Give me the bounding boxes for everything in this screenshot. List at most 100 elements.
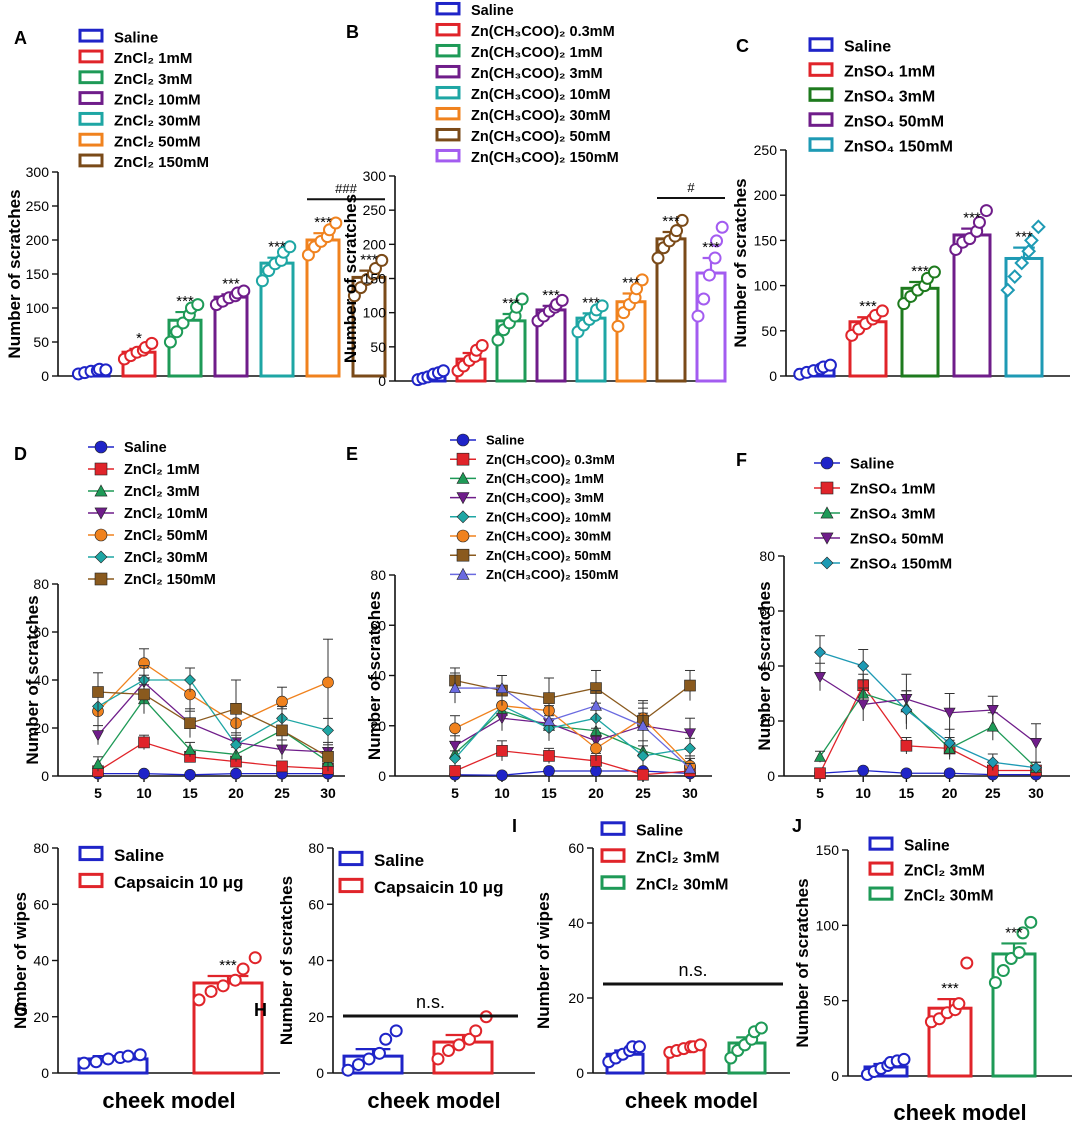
- legend-item-zn-ch-coo-50mm: Zn(CH₃COO)₂ 50mM: [435, 127, 611, 145]
- legend-label: Zn(CH₃COO)₂ 50mM: [471, 129, 611, 145]
- panel-label: J: [792, 816, 802, 836]
- x-tick-label: 20: [228, 785, 244, 801]
- legend-label: ZnSO₄ 50mM: [844, 114, 944, 131]
- x-tick-label: 30: [1028, 785, 1044, 801]
- series-line: [98, 772, 328, 776]
- legend-label: Zn(CH₃COO)₂ 1mM: [471, 45, 603, 61]
- data-point: [448, 740, 462, 752]
- data-point: [283, 240, 297, 254]
- y-tick-label: 0: [41, 768, 49, 784]
- data-point: [943, 767, 956, 780]
- data-point: [91, 757, 105, 769]
- x-tick-label: 15: [182, 785, 198, 801]
- y-tick-label: 0: [316, 1065, 324, 1081]
- legend: Saline Capsaicin 10 μg: [78, 845, 243, 892]
- data-point: [637, 749, 649, 762]
- y-tick-label: 200: [754, 187, 778, 203]
- data-point: [495, 681, 509, 694]
- data-point: [637, 768, 649, 781]
- legend-label: Saline: [486, 433, 524, 448]
- legend-item-zn-ch-coo-3mm: Zn(CH₃COO)₂ 3mM: [435, 64, 603, 82]
- data-point: [813, 672, 827, 684]
- data-point: [170, 325, 184, 339]
- significance-label: ***: [176, 293, 194, 310]
- legend-label: Capsaicin 10 μg: [374, 878, 503, 897]
- bars: [341, 1010, 494, 1077]
- y-tick-label: 100: [26, 300, 50, 316]
- data-point: [138, 736, 150, 749]
- data-point: [230, 767, 242, 780]
- y-tick-label: 200: [26, 232, 50, 248]
- legend-item-zncl-30mm: ZnCl₂ 30mM: [600, 875, 728, 894]
- data-point: [542, 714, 556, 726]
- y-tick-label: 50: [370, 339, 386, 355]
- data-point: [322, 750, 334, 763]
- legend-item-znso-1mm: ZnSO₄ 1mM: [814, 480, 936, 497]
- legend-label: Saline: [904, 837, 950, 854]
- data-point: [276, 760, 288, 773]
- legend-item-zn-ch-coo-1mm: Zn(CH₃COO)₂ 1mM: [435, 43, 603, 61]
- data-point: [857, 764, 870, 777]
- legend-item-zn-ch-coo-30mm: Zn(CH₃COO)₂ 30mM: [435, 106, 611, 124]
- data-point: [986, 705, 999, 717]
- y-tick-label: 20: [33, 1009, 49, 1025]
- legend-label: Saline: [124, 440, 167, 456]
- y-tick-label: 250: [363, 202, 387, 218]
- y-tick-label: 60: [370, 617, 386, 633]
- data-point: [1016, 926, 1030, 940]
- legend-item-saline: Saline: [814, 455, 894, 472]
- y-tick-label: 100: [816, 917, 840, 933]
- data-point: [89, 1055, 103, 1069]
- y-tick-label: 150: [754, 232, 778, 248]
- legend-label: Zn(CH₃COO)₂ 10mM: [471, 87, 611, 103]
- legend-item-zncl-30mm: ZnCl₂ 30mM: [78, 111, 201, 129]
- y-tick-label: 40: [370, 668, 386, 684]
- y-tick-label: 40: [308, 953, 324, 969]
- legend-item-zn-ch-coo-0-3mm: Zn(CH₃COO)₂ 0.3mM: [450, 452, 615, 467]
- panel-label: A: [14, 28, 27, 48]
- data-point: [351, 1058, 365, 1072]
- panel-label: B: [346, 22, 359, 42]
- legend-label: Saline: [114, 846, 164, 865]
- data-point: [611, 319, 625, 333]
- legend-item-znso-50mm: ZnSO₄ 50mM: [808, 112, 944, 131]
- legend-item-saline: Saline: [868, 836, 950, 854]
- data-point: [979, 204, 993, 218]
- x-tick-label: 15: [541, 785, 557, 801]
- data-point: [1000, 282, 1016, 298]
- x-tick-label: 20: [588, 785, 604, 801]
- legend-item-zncl-150mm: ZnCl₂ 150mM: [88, 572, 216, 588]
- legend-item-zn-ch-coo-50mm: Zn(CH₃COO)₂ 50mM: [450, 548, 611, 563]
- significance-label: ***: [859, 298, 877, 315]
- legend-item-zncl-3mm: ZnCl₂ 3mM: [78, 70, 192, 88]
- legend-item-zncl-30mm: ZnCl₂ 30mM: [868, 886, 994, 904]
- panel-e: E 0 20 40 60 80 Number of scratches Saline Zn(CH…: [346, 433, 712, 801]
- series-line: [454, 679, 691, 722]
- legend: Saline ZnSO₄ 1mM ZnSO₄ 3mM ZnSO₄ 50mM ZnSO₄ …: [808, 37, 953, 156]
- legend-item-zn-ch-coo-0-3mm: Zn(CH₃COO)₂ 0.3mM: [435, 22, 615, 40]
- bracket-label: #: [687, 180, 695, 195]
- data-point: [248, 951, 262, 965]
- data-point: [322, 724, 334, 737]
- significance-label: ***: [941, 980, 959, 997]
- data-point: [496, 769, 508, 782]
- y-axis-label: Number of scratches: [277, 876, 296, 1045]
- data-point: [543, 750, 555, 762]
- data-point: [389, 1024, 403, 1038]
- legend-label: ZnCl₂ 1mM: [114, 50, 192, 67]
- y-tick-label: 60: [759, 603, 775, 619]
- data-point: [121, 1049, 135, 1063]
- legend-item-znso-1mm: ZnSO₄ 1mM: [808, 62, 935, 81]
- data-point: [1007, 269, 1023, 284]
- data-point: [216, 979, 230, 993]
- legend-label: ZnSO₄ 50mM: [850, 530, 944, 547]
- y-axis-label: Number of scratches: [5, 189, 24, 358]
- significance-label: ***: [268, 239, 286, 256]
- legend-label: Saline: [114, 29, 158, 46]
- data-point: [1021, 243, 1037, 259]
- bars: *** ***: [860, 915, 1038, 1081]
- data-point: [449, 752, 461, 765]
- legend: Saline Zn(CH₃COO)₂ 0.3mM Zn(CH₃COO)₂ 1mM Zn…: [435, 1, 619, 166]
- data-point: [276, 724, 288, 737]
- data-point: [1012, 945, 1026, 959]
